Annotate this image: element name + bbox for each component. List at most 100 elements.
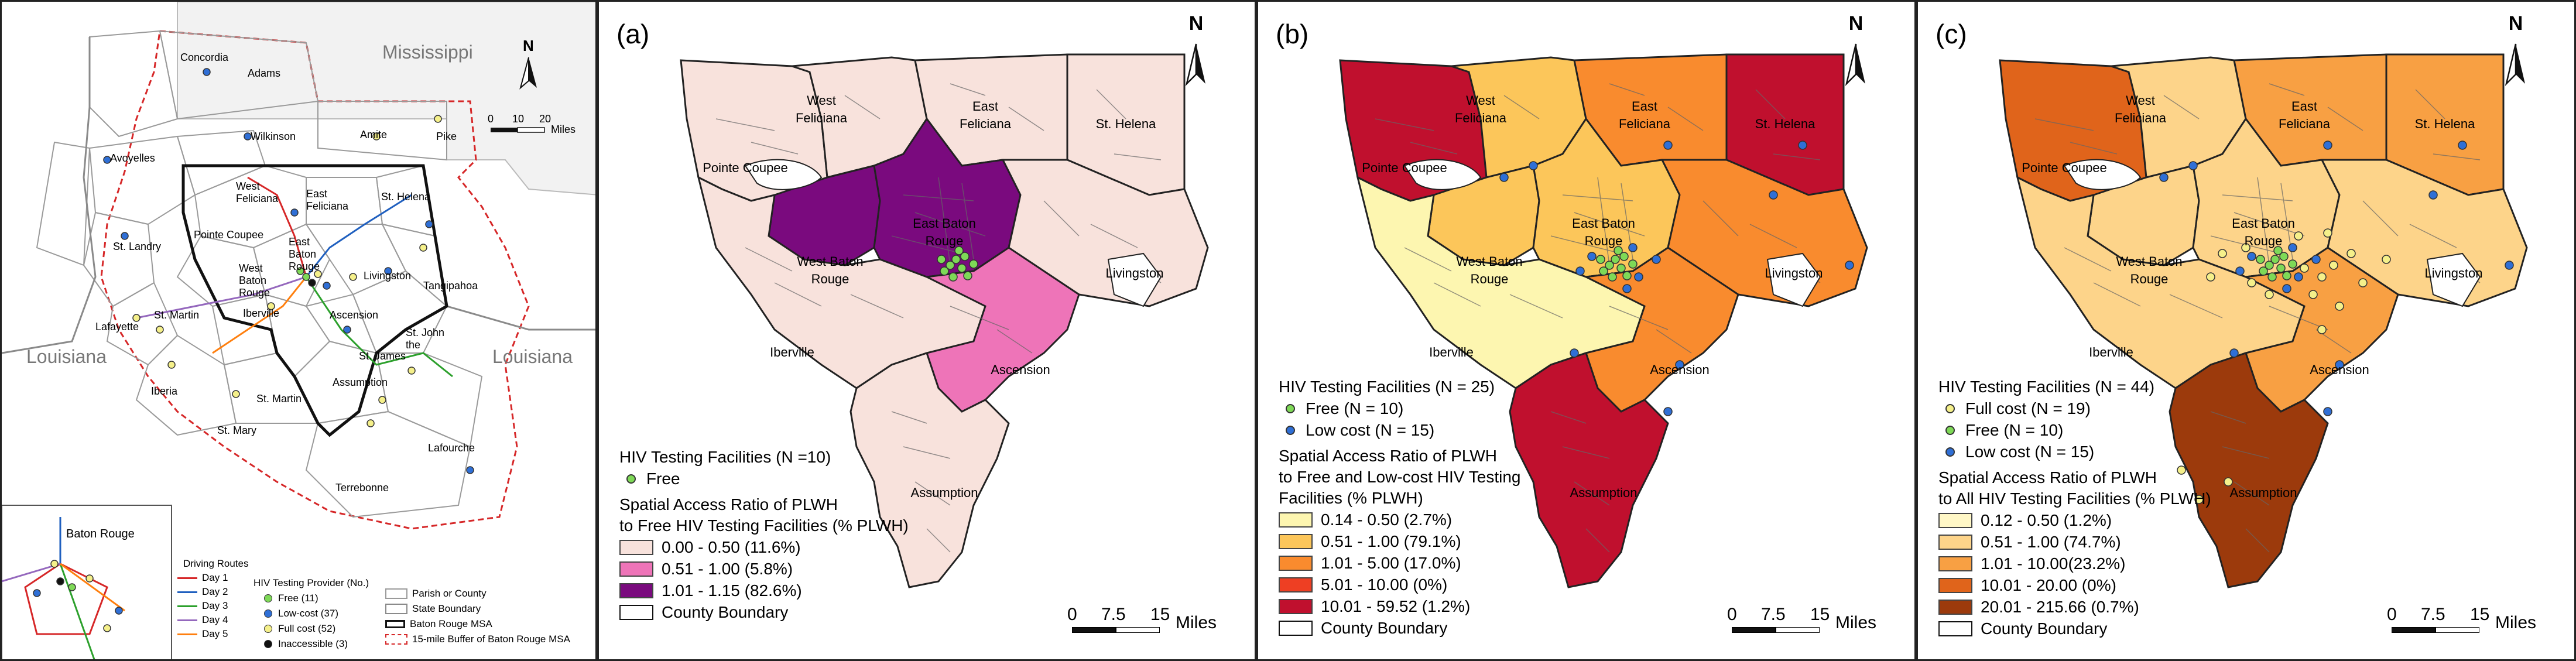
north-label: N [2508,12,2523,35]
facility-point [1587,252,1597,261]
panel-a-free-facilities: (a) N West Feliciana East Feliciana St. Helena… [597,0,1256,661]
parish-label-asc: Ascension [2310,362,2369,377]
facility-point [2267,272,2277,282]
driving-routes-legend: Driving Routes Day 1 Day 2 Day 3 Day 4 D… [177,557,249,641]
inset-label-baton-rouge: Baton Rouge [66,528,135,540]
facility-point [2335,302,2344,311]
north-arrow-icon [1185,43,1205,86]
overview-label-st-landry: St. Landry [113,241,162,252]
overview-scale-20: 20 [539,113,551,125]
facility-point [1570,348,1579,358]
facility-point [2218,249,2227,258]
facility-legend-item: Full cost (N = 19) [1938,398,2211,419]
facility-point [1622,284,1632,293]
provider-low-cost: Low-cost (37) [254,606,369,621]
class-legend-item: 1.01 - 1.15 (82.6%) [619,580,909,601]
facility-point [954,246,964,255]
class-swatch [1279,555,1313,571]
north-arrow-icon [1845,43,1865,86]
provider-free: Free (11) [254,591,369,606]
scale-bar: 0 7.5 15 Miles [1727,605,1903,640]
facility-point [2276,263,2286,273]
overview-label-amite: Amite [360,129,388,141]
class-swatch [1279,598,1313,614]
overview-label-lafourche: Lafourche [428,442,475,454]
facility-point [2241,243,2250,252]
overview-north-letter: N [523,37,534,54]
facility-point [2265,290,2274,299]
driving-routes [136,176,453,378]
facility-point [946,261,955,270]
scale-unit: Miles [1176,613,1217,632]
facility-point [2279,252,2289,261]
north-label: N [1848,12,1864,35]
facility-point [1499,173,1509,182]
mississippi-region [177,2,595,196]
boundary-swatch [1938,621,1972,636]
facility-point [1663,141,1673,150]
overview-label-assumption: Assumption [333,376,388,388]
facility-legend-item: Low cost (N = 15) [1279,419,1520,441]
facility-point [1529,161,1538,170]
class-legend-item: 10.01 - 20.00 (0%) [1938,574,2211,596]
scale-bar: 0 7.5 15 Miles [1067,605,1243,640]
provider-legend: HIV Testing Provider (No.) Free (11) Low… [254,576,369,652]
route-day-2: Day 2 [177,585,249,599]
driving-routes-title: Driving Routes [183,558,249,569]
class-swatch [619,539,653,555]
facility-point [2428,190,2438,200]
route-day-1: Day 1 [177,571,249,585]
class-swatch [1279,512,1313,528]
county-boundary-legend-item: County Boundary [619,601,909,623]
facility-point [2224,477,2233,487]
facility-point [2159,173,2169,182]
class-legend-item: 0.51 - 1.00 (79.1%) [1279,530,1520,552]
parish-label-pc: Pointe Coupee [703,160,788,175]
facility-point [2323,407,2332,416]
buffer-boundary [100,30,530,530]
overview-label-east-baton-rouge: East Baton Rouge [289,236,320,272]
parish-label-sth: St. Helena [1755,117,1815,131]
inset-facilities [33,560,123,632]
facility-point [1608,272,1617,282]
facility-point [1605,261,1614,270]
facility-point [2188,161,2198,170]
facility-point [1798,141,1807,150]
overview-map [2,2,595,659]
facility-point [2311,255,2321,264]
baton-rouge-msa-boundary [181,164,448,437]
facility-point [2358,278,2368,287]
parish-label-asm: Assumption [2229,485,2297,500]
legend-baton-rouge-msa: Baton Rouge MSA [385,617,570,632]
parish-liv [1001,159,1209,307]
route-day-5: Day 5 [177,627,249,641]
overview-scale-unit: Miles [551,124,576,135]
facility-point [2308,290,2318,299]
overview-label-avoyelles: Avoyelles [110,152,155,164]
legend-state-boundary: State Boundary [385,601,570,617]
legend: HIV Testing Facilities (N =10) Free Spatia… [619,447,909,623]
parish-label-ebr-1: East Baton [2232,216,2295,231]
class-legend-item: 0.12 - 0.50 (1.2%) [1938,509,2211,531]
facility-legend-item: Low cost (N = 15) [1938,441,2211,463]
class-legend-item: 5.01 - 10.00 (0%) [1279,574,1520,595]
scale-tick-7-5: 7.5 [2421,605,2445,624]
parish-label-wf-1: West [1466,93,1495,108]
scale-tick-15: 15 [1810,605,1830,624]
facility-point [969,259,978,269]
facility-point [1575,266,1585,276]
facility-point [960,252,970,261]
overview-scale-10: 10 [512,113,525,125]
parish-label-liv: Livingston [1765,266,1823,280]
panel-label: (c) [1936,19,1967,49]
overview-label-adams: Adams [248,67,281,79]
parish-label-pc: Pointe Coupee [2022,160,2107,175]
facility-point [2335,360,2344,369]
scale-unit: Miles [1835,613,1877,632]
state-label-mississippi: Mississippi [382,42,473,63]
facility-point [1599,266,1608,276]
parish-label-wbr-1: West Baton [1456,254,1523,269]
overview-label-livingston: Livingston [364,270,412,282]
class-swatch [1279,533,1313,549]
route-day-4: Day 4 [177,613,249,627]
